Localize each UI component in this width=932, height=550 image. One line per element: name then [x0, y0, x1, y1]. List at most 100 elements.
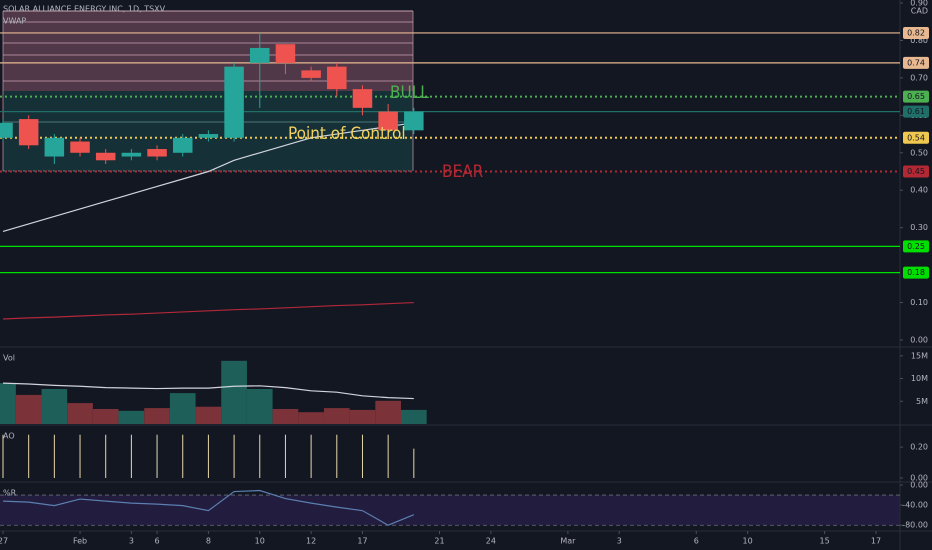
candle-body	[172, 137, 193, 153]
candle-body	[352, 89, 373, 108]
candle-body	[0, 122, 13, 138]
price-level-box	[903, 165, 929, 178]
x-tick-label: 3	[129, 537, 134, 546]
price-level-box	[903, 90, 929, 103]
x-tick-label: Feb	[73, 537, 87, 546]
x-tick-label: 27	[0, 537, 8, 546]
volume-bar	[41, 389, 68, 424]
volume-bar	[118, 410, 145, 424]
y-tick-label: 0.90	[910, 0, 928, 8]
price-level-label: 0.45	[907, 167, 925, 176]
vwap-line	[2, 122, 414, 232]
volume-bar	[195, 406, 222, 424]
x-tick-label: 6	[694, 537, 699, 546]
x-tick-label: 17	[871, 537, 881, 546]
y-tick-label: 0.50	[910, 148, 928, 157]
x-tick-label: 3	[617, 537, 622, 546]
price-level-label: 0.61	[907, 107, 925, 116]
chart-title: SOLAR ALLIANCE ENERGY INC, 1D, TSXV	[3, 5, 166, 14]
y-tick-label: 0.00	[910, 481, 928, 490]
x-tick-label: 10	[255, 537, 265, 546]
price-level-label: 0.74	[907, 58, 925, 67]
volume-bar	[169, 393, 196, 424]
volume-bar	[323, 408, 350, 424]
price-level-box	[903, 240, 929, 253]
x-tick-label: 24	[486, 537, 496, 546]
legend-entry: VWAP	[3, 17, 26, 26]
price-level-label: 0.18	[907, 268, 925, 277]
y-tick-label: 0.10	[910, 298, 928, 307]
y-tick-label: -40.00	[902, 501, 928, 510]
volume-bar	[272, 409, 299, 424]
candle-body	[147, 149, 167, 157]
y-tick-label: 0.70	[910, 73, 928, 82]
price-level-label: 0.25	[907, 242, 925, 251]
y-tick-label: 15M	[911, 351, 928, 360]
y-tick-label: 5M	[916, 397, 928, 406]
candle-body	[70, 141, 90, 153]
volume-bar	[221, 360, 247, 424]
candle-body	[18, 119, 39, 146]
price-level-label: 0.82	[907, 28, 925, 37]
moving-average	[2, 301, 414, 320]
price-level-box	[903, 131, 929, 144]
x-tick-label: 15	[820, 537, 830, 546]
candle-body	[198, 134, 219, 138]
annotation: Point of Control	[288, 124, 406, 144]
annotation: BEAR	[442, 162, 484, 182]
volume-bar	[15, 394, 42, 424]
x-tick-label: 17	[357, 537, 367, 546]
volume-bar	[92, 409, 119, 424]
x-tick-label: 12	[306, 537, 316, 546]
x-tick-label: 21	[434, 537, 444, 546]
price-level-label: 0.54	[907, 133, 925, 142]
y-tick-label: 0.80	[910, 36, 928, 45]
x-tick-label: 8	[206, 537, 211, 546]
williams-r-line	[2, 489, 415, 526]
volume-bar	[375, 400, 401, 424]
volume-bar	[298, 412, 324, 424]
candle-body	[250, 47, 270, 63]
band-fill	[0, 495, 900, 526]
price-level-box	[903, 56, 929, 69]
currency: CAD	[911, 7, 928, 16]
volume-profile	[2, 10, 414, 172]
candle-body	[301, 70, 321, 78]
volume-bar	[0, 383, 16, 424]
y-tick-label: 0.20	[910, 443, 928, 452]
x-tick-label: Mar	[560, 537, 576, 546]
y-tick-label: 10M	[911, 374, 928, 383]
candle-body	[275, 44, 296, 63]
annotation: BULL	[390, 83, 429, 103]
y-tick-label: 0.40	[910, 186, 928, 195]
volume-bar	[246, 389, 273, 424]
panel-title: %R	[3, 489, 17, 498]
candle-body	[327, 66, 347, 90]
candle-body	[224, 66, 244, 138]
volume-average	[2, 382, 414, 400]
price-level-box	[903, 266, 929, 279]
candle-body	[44, 137, 65, 157]
candle-body	[121, 152, 142, 157]
x-tick-label: 6	[155, 537, 160, 546]
panel-title: AO	[3, 432, 15, 441]
panel-title: Vol	[3, 354, 15, 363]
volume-bar	[144, 408, 170, 424]
y-tick-label: 0.00	[910, 336, 928, 345]
y-tick-label: 0.00	[910, 473, 928, 482]
candle-body	[95, 152, 116, 161]
candle-body	[378, 111, 398, 131]
candle-body	[404, 111, 424, 131]
y-tick-label: 0.30	[910, 223, 928, 232]
price-level-box	[903, 105, 929, 118]
volume-bar	[67, 403, 93, 424]
volume-bar	[400, 409, 427, 424]
y-tick-label: -80.00	[902, 521, 928, 530]
profile-upper	[3, 11, 413, 91]
x-tick-label: 10	[743, 537, 753, 546]
price-level-label: 0.65	[907, 92, 925, 101]
volume-bar	[349, 409, 376, 424]
price-level-box	[903, 26, 929, 39]
